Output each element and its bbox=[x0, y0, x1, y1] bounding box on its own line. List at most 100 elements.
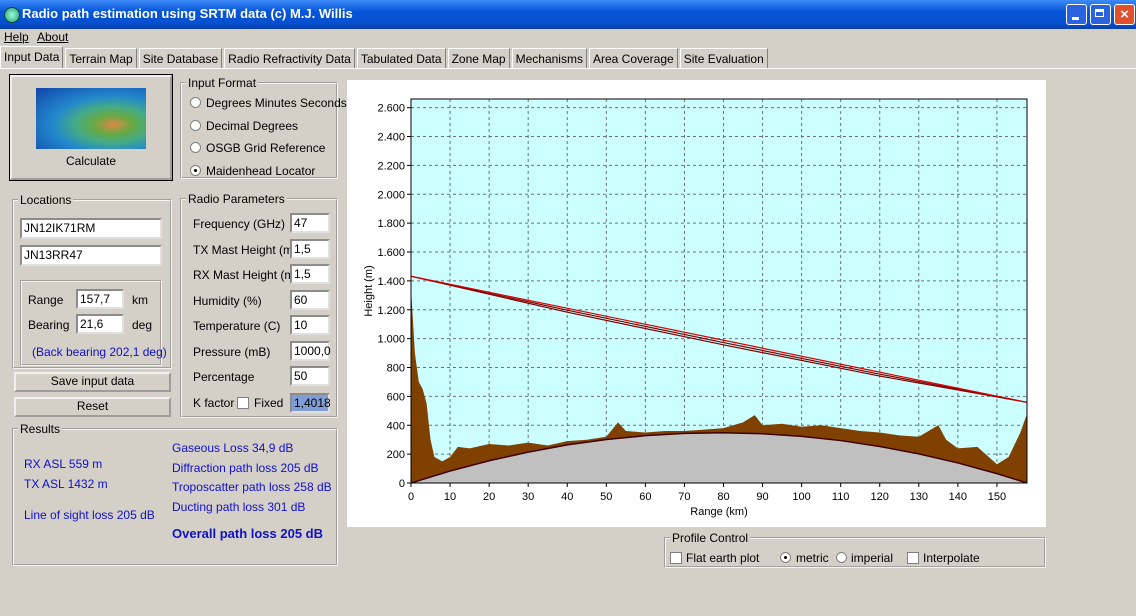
y-tick-label: 1.400 bbox=[377, 276, 405, 288]
title-bar bbox=[0, 0, 1136, 29]
range-input[interactable]: 157,7 bbox=[76, 289, 124, 309]
minimize-glyph bbox=[1072, 17, 1079, 20]
format-option: Decimal Degrees bbox=[206, 118, 299, 133]
calculate-label: Calculate bbox=[65, 154, 117, 168]
bearing-input[interactable]: 21,6 bbox=[76, 314, 124, 334]
format-radio[interactable] bbox=[190, 119, 201, 131]
x-tick-label: 140 bbox=[949, 491, 967, 503]
profile-control-group: Profile Control Flat earth plot metric i… bbox=[664, 531, 1046, 568]
tab[interactable]: Radio Refractivity Data bbox=[224, 48, 355, 69]
y-tick-label: 600 bbox=[387, 391, 405, 403]
action-button[interactable]: Save input data bbox=[14, 372, 171, 392]
calculate-button[interactable]: Calculate bbox=[9, 74, 173, 181]
parameter-label: Percentage bbox=[193, 370, 255, 384]
parameter-input[interactable]: 50 bbox=[290, 366, 330, 386]
tab[interactable]: Site Database bbox=[138, 48, 223, 69]
imperial-radio[interactable] bbox=[836, 552, 847, 563]
x-tick-label: 40 bbox=[561, 491, 573, 503]
tab-strip: Input Data Terrain Map Site Database Radio … bbox=[0, 46, 770, 69]
tab[interactable]: Terrain Map bbox=[65, 48, 137, 69]
result-text: Line of sight loss 205 dB bbox=[24, 508, 155, 522]
y-tick-label: 400 bbox=[387, 420, 405, 432]
x-tick-label: 60 bbox=[639, 491, 651, 503]
y-tick-label: 800 bbox=[387, 363, 405, 375]
interpolate-label: Interpolate bbox=[923, 551, 980, 565]
ray-line bbox=[411, 275, 1027, 403]
map-image bbox=[36, 88, 146, 149]
x-tick-label: 0 bbox=[408, 491, 414, 503]
maximize-glyph bbox=[1095, 9, 1104, 17]
ray-line bbox=[411, 275, 1027, 403]
format-radio[interactable] bbox=[190, 142, 201, 154]
k-factor-input[interactable]: 1,4018 bbox=[290, 393, 331, 413]
x-tick-label: 120 bbox=[871, 491, 889, 503]
flat-earth-checkbox[interactable] bbox=[670, 552, 682, 564]
close-button[interactable]: × bbox=[1114, 4, 1135, 25]
x-tick-label: 110 bbox=[832, 491, 850, 503]
parameter-label: Temperature (C) bbox=[193, 319, 281, 333]
x-tick-label: 50 bbox=[600, 491, 612, 503]
format-radio[interactable] bbox=[190, 165, 201, 177]
x-tick-label: 10 bbox=[444, 491, 456, 503]
group-label: Radio Parameters bbox=[186, 192, 287, 206]
parameter-input[interactable]: 1,5 bbox=[290, 238, 330, 259]
y-tick-label: 0 bbox=[399, 478, 405, 490]
format-radio[interactable] bbox=[190, 97, 201, 108]
menu-item[interactable]: Help bbox=[4, 30, 29, 44]
app-icon bbox=[4, 7, 20, 23]
tab[interactable]: Tabulated Data bbox=[356, 48, 446, 69]
k-factor-label: K factor bbox=[193, 396, 235, 410]
range-label: Range bbox=[28, 293, 64, 307]
site-a-input[interactable]: JN12IK71RM bbox=[20, 218, 162, 239]
metric-radio[interactable] bbox=[780, 552, 791, 563]
y-axis-label: Height (m) bbox=[363, 265, 375, 316]
group-label: Input Format bbox=[186, 76, 259, 90]
action-button[interactable]: Reset bbox=[14, 397, 171, 417]
format-option: Maidenhead Locator bbox=[206, 164, 316, 179]
tab[interactable]: Input Data bbox=[0, 46, 64, 69]
result-text: Troposcatter path loss 258 dB bbox=[172, 480, 332, 494]
interpolate-checkbox[interactable] bbox=[907, 552, 919, 564]
y-tick-label: 2.600 bbox=[377, 103, 405, 115]
tab[interactable]: Site Evaluation bbox=[679, 48, 768, 69]
result-text: TX ASL 1432 m bbox=[24, 477, 108, 491]
y-tick-label: 1.200 bbox=[377, 305, 405, 317]
y-tick-label: 1.600 bbox=[377, 247, 405, 259]
fixed-checkbox[interactable] bbox=[237, 397, 249, 409]
parameter-label: Humidity (%) bbox=[193, 293, 262, 308]
y-tick-label: 2.400 bbox=[377, 132, 405, 144]
ray-line bbox=[411, 275, 1027, 403]
format-option: OSGB Grid Reference bbox=[206, 141, 326, 156]
group-label: Locations bbox=[18, 193, 74, 207]
parameter-input[interactable]: 47 bbox=[290, 213, 330, 233]
y-tick-label: 1.000 bbox=[377, 334, 405, 346]
fixed-label: Fixed bbox=[254, 396, 284, 410]
x-tick-label: 130 bbox=[910, 491, 928, 503]
result-text: Ducting path loss 301 dB bbox=[172, 499, 306, 514]
radio-parameters-group: Radio Parameters K factor Fixed 1,4018 F… bbox=[180, 192, 338, 418]
y-tick-label: 2.000 bbox=[377, 189, 405, 201]
x-tick-label: 100 bbox=[792, 491, 810, 503]
menu-item[interactable]: About bbox=[37, 30, 69, 44]
back-bearing: (Back bearing 202,1 deg) bbox=[32, 345, 167, 359]
tab[interactable]: Area Coverage bbox=[588, 48, 678, 69]
tab[interactable]: Zone Map bbox=[447, 48, 510, 69]
parameter-input[interactable]: 1,5 bbox=[290, 264, 330, 284]
y-tick-label: 1.800 bbox=[377, 218, 405, 230]
parameter-input[interactable]: 10 bbox=[290, 315, 330, 335]
bearing-label: Bearing bbox=[28, 318, 70, 332]
minimize-button[interactable] bbox=[1066, 4, 1087, 25]
maximize-button[interactable] bbox=[1090, 4, 1111, 25]
input-format-group: Input Format Degrees Minutes Seconds Deci… bbox=[180, 76, 347, 179]
site-b-input[interactable]: JN13RR47 bbox=[20, 245, 162, 266]
area-edge bbox=[411, 432, 1027, 483]
tab[interactable]: Mechanisms bbox=[511, 48, 587, 69]
results-group: Results Overall path loss 205 dB RX ASL … bbox=[12, 422, 338, 566]
y-tick-label: 200 bbox=[387, 449, 405, 461]
flat-earth-label: Flat earth plot bbox=[686, 551, 760, 565]
parameter-input[interactable]: 60 bbox=[290, 289, 330, 310]
imperial-label: imperial bbox=[851, 551, 894, 565]
metric-label: metric bbox=[796, 551, 829, 565]
parameter-input[interactable]: 1000,0 bbox=[290, 340, 331, 361]
x-tick-label: 20 bbox=[483, 491, 495, 503]
